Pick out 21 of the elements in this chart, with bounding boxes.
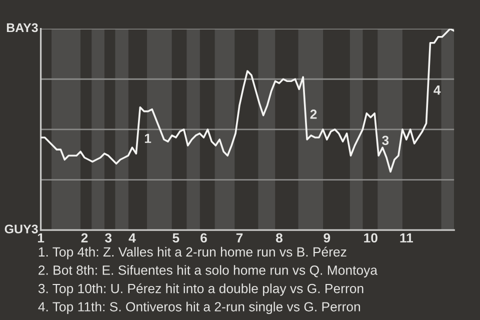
x-tick-label: 3 [104, 233, 112, 243]
annotation: 1 [144, 134, 152, 143]
text: 4. Top 11th: S. Ontiveros hit a 2-run single vs G. Perron [38, 302, 360, 314]
x-tick-label: 6 [200, 233, 207, 243]
x-tick-label: 8 [276, 233, 282, 243]
annotation: 4 [434, 86, 441, 95]
text: GUY3 [4, 224, 38, 234]
text: 2. Bot 8th: E. Sifuentes hit a solo home run vs Q. Montoya [38, 265, 378, 278]
x-tick-label: 4 [128, 233, 136, 242]
x-tick-label: 7 [236, 233, 243, 242]
x-tick-label: 9 [324, 233, 330, 243]
annotation: 3 [382, 136, 389, 146]
x-tick-label: 10 [364, 233, 378, 243]
annotation: 2 [310, 110, 317, 119]
x-tick-label: 11 [400, 233, 413, 242]
x-tick-label: 5 [172, 233, 180, 243]
x-tick-label: 2 [81, 233, 88, 242]
x-tick-label: 1 [38, 233, 44, 242]
text: 3. Top 10th: U. Pérez hit into a double play vs G. Perron [38, 283, 364, 296]
text: 1. Top 4th: Z. Valles hit a 2-run home run vs B. Pérez [38, 246, 346, 260]
text: BAY3 [6, 23, 38, 32]
